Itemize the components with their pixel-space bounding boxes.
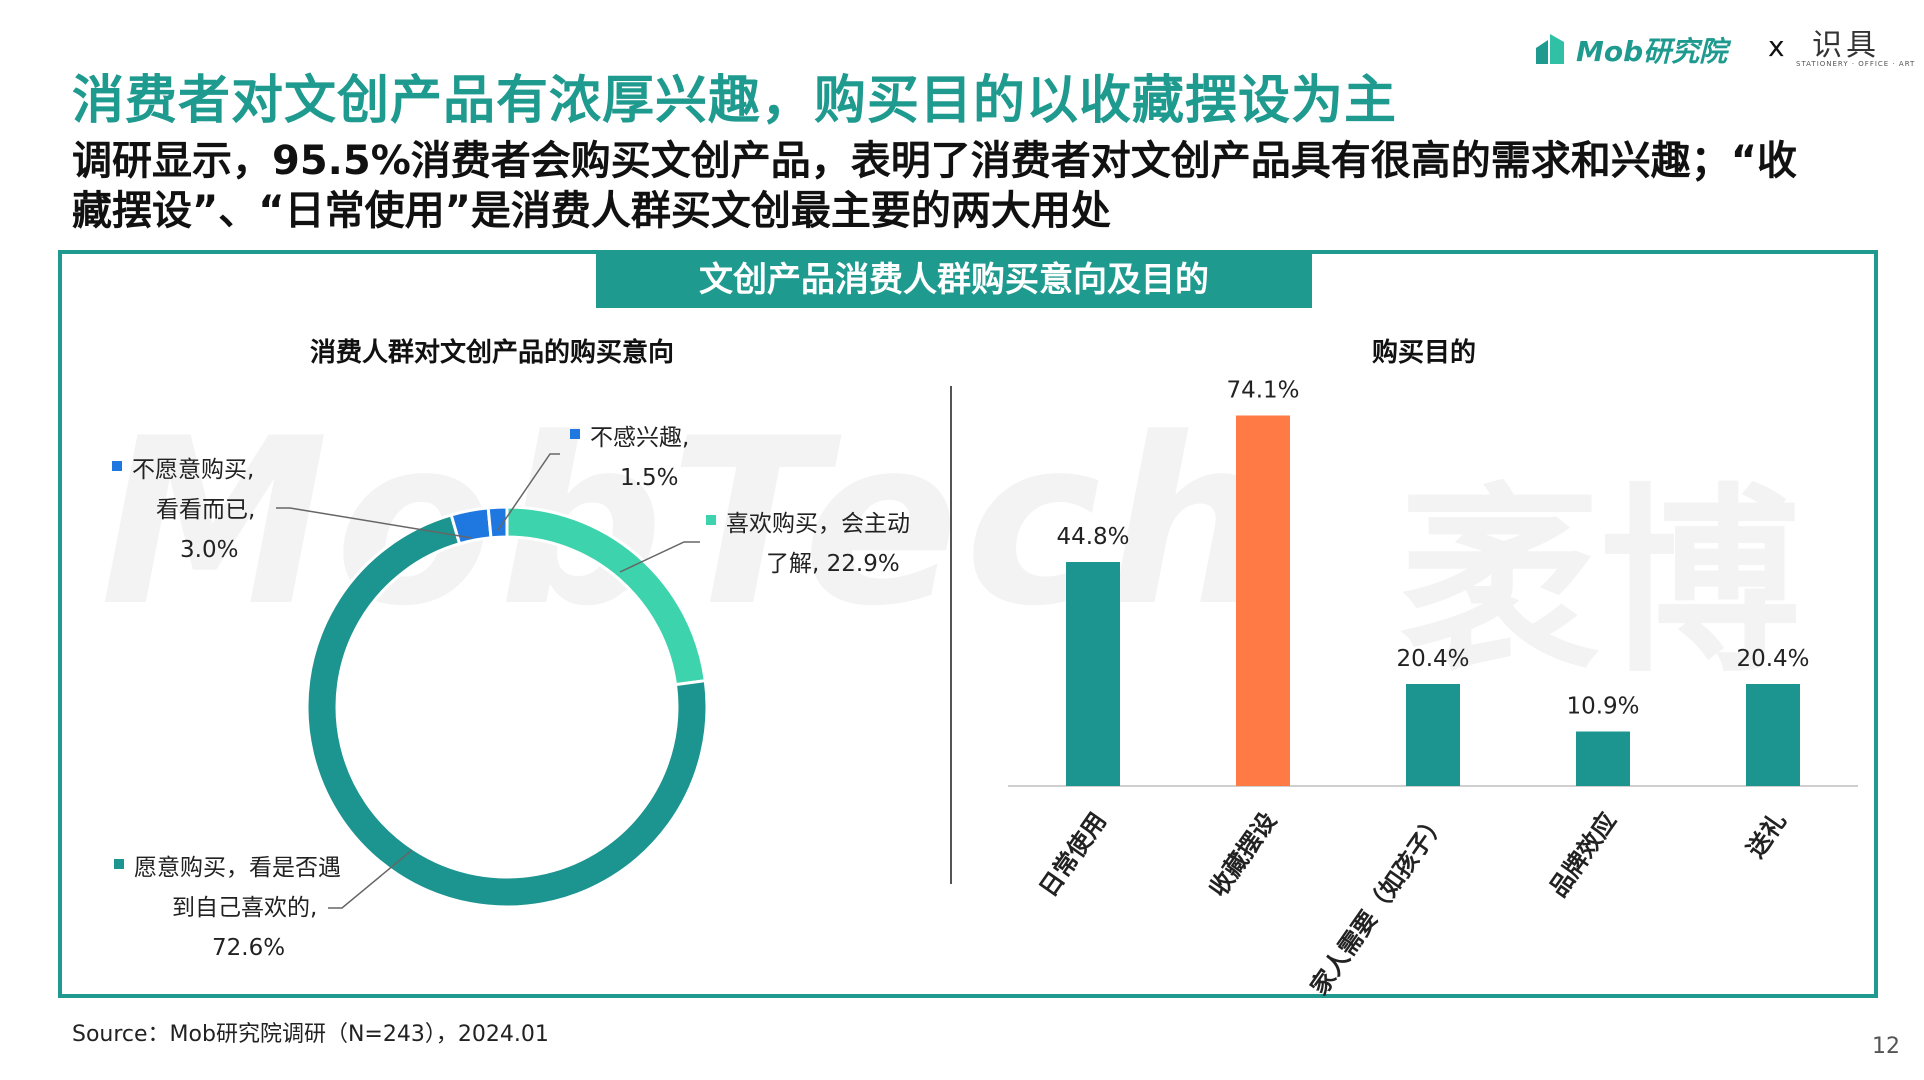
donut-label-not-interested: 不感兴趣, 1.5% — [570, 418, 689, 498]
bar-value-label: 74.1% — [1226, 378, 1299, 404]
watermark-chinese: 袤博 — [1400, 467, 1801, 700]
leader-line-unwilling-buy — [276, 507, 473, 539]
mob-logo-icon — [1536, 34, 1564, 64]
bar-value-label: 20.4% — [1396, 646, 1469, 672]
bar-chart: 44.8% 日常使用 74.1% 收藏摆设 20.4% 家人需要（如孩子） 10.9% 品牌效… — [1008, 378, 1858, 1000]
panel-divider — [950, 386, 952, 884]
partner-logo-subtext: STATIONERY · OFFICE · ART — [1796, 60, 1916, 68]
donut-label-like-buy: 喜欢购买，会主动 了解, 22.9% — [706, 504, 910, 584]
donut-label-unwilling-buy: 不愿意购买, 看看而已, 3.0% — [112, 450, 255, 570]
leader-line-like-buy — [619, 541, 700, 573]
bar-4 — [1746, 684, 1800, 786]
mob-logo-text: Mob研究院 — [1576, 35, 1728, 68]
leader-line-willing-buy — [328, 849, 413, 909]
bar-value-label: 10.9% — [1566, 694, 1639, 720]
source-note: Source：Mob研究院调研（N=243），2024.01 — [72, 1022, 549, 1047]
bar-value-label: 44.8% — [1056, 524, 1129, 550]
donut-chart — [305, 505, 709, 909]
legend-square-icon — [706, 515, 716, 525]
bar-category-label: 日常使用 — [1034, 807, 1112, 902]
legend-square-icon — [112, 461, 122, 471]
bar-3 — [1576, 731, 1630, 786]
bar-2 — [1406, 684, 1460, 786]
donut-slice-1 — [305, 513, 709, 909]
partner-logo-text: 识具 — [1812, 28, 1880, 63]
bar-category-label: 家人需要（如孩子） — [1305, 807, 1452, 1000]
frame-title: 文创产品消费人群购买意向及目的 — [596, 252, 1312, 308]
bar-1 — [1236, 415, 1290, 786]
logo-cross: x — [1768, 30, 1785, 63]
legend-square-icon — [114, 859, 124, 869]
bar-value-label: 20.4% — [1736, 646, 1809, 672]
logo-group: Mob研究院 x 识具 STATIONERY · OFFICE · ART — [1528, 14, 1914, 74]
page-title: 消费者对文创产品有浓厚兴趣，购买目的以收藏摆设为主 — [72, 71, 1398, 131]
bar-category-label: 送礼 — [1741, 807, 1791, 862]
legend-square-icon — [570, 429, 580, 439]
donut-slice-0 — [505, 505, 707, 687]
donut-label-willing-buy: 愿意购买，看是否遇 到自己喜欢的, 72.6% — [114, 848, 341, 968]
page-subtitle: 调研显示，95.5%消费者会购买文创产品，表明了消费者对文创产品具有很高的需求和… — [72, 138, 1798, 234]
bar-0 — [1066, 562, 1120, 786]
bar-category-label: 品牌效应 — [1544, 807, 1622, 902]
bar-category-label: 收藏摆设 — [1204, 807, 1282, 902]
page-number: 12 — [1872, 1034, 1900, 1059]
donut-chart-title: 消费人群对文创产品的购买意向 — [310, 338, 675, 368]
leader-line-not-interested — [497, 453, 560, 531]
bar-chart-title: 购买目的 — [1372, 338, 1477, 368]
donut-slice-3 — [486, 505, 509, 540]
donut-leader-lines — [276, 453, 700, 909]
